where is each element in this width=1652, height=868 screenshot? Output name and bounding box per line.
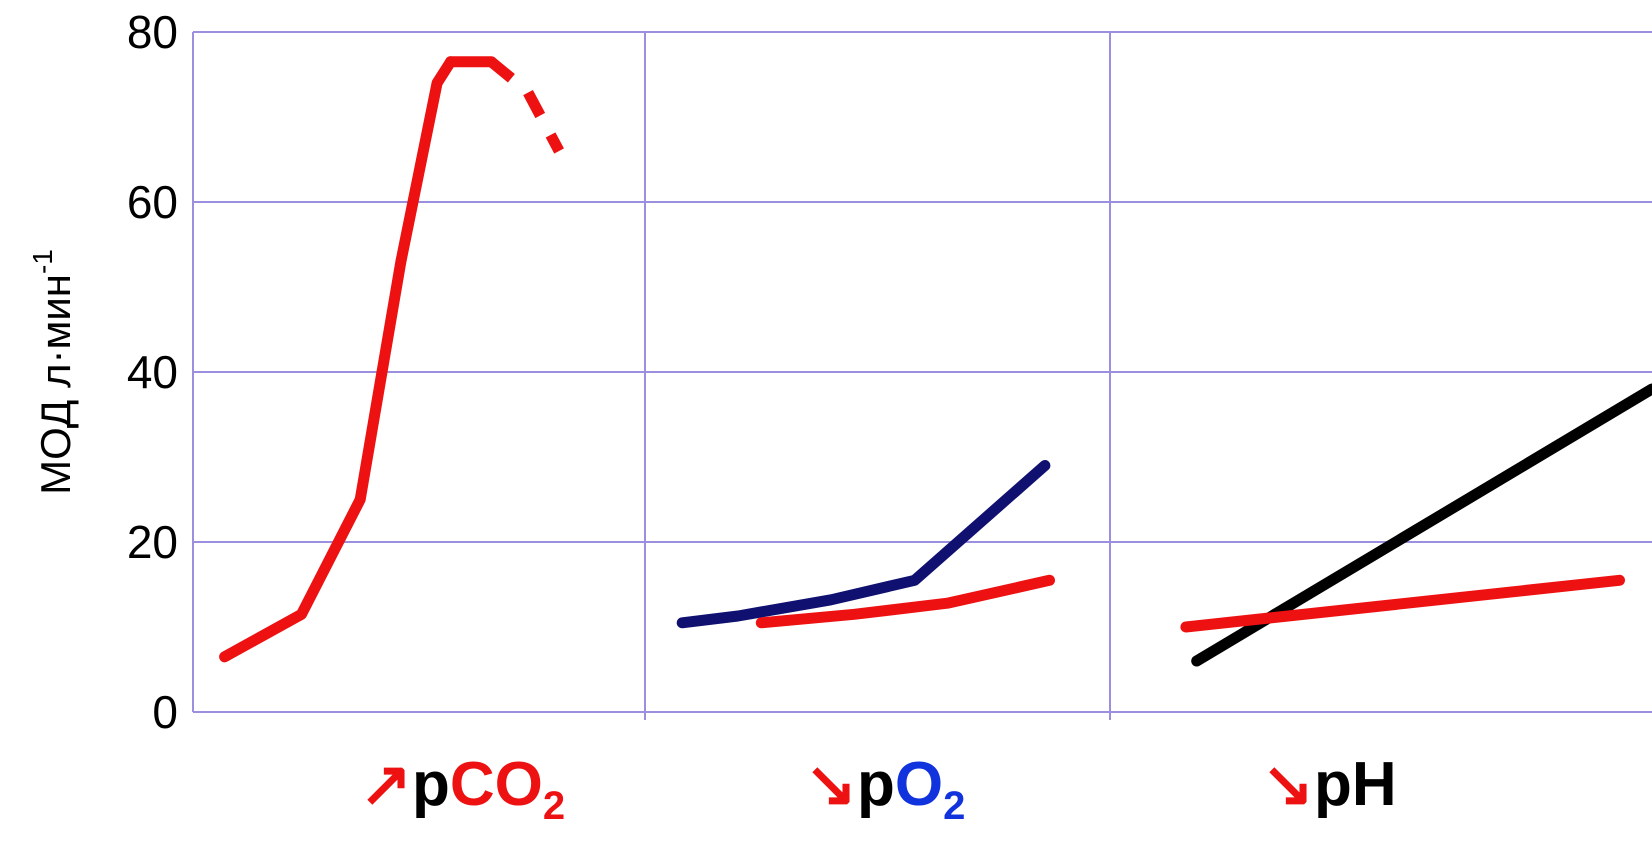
panel-label-2-part-2: p bbox=[857, 750, 895, 819]
series bbox=[219, 56, 1652, 667]
series-line-panel-3-2 bbox=[1180, 574, 1625, 633]
series-line-panel-2-1 bbox=[676, 460, 1051, 629]
y-axis-label: МОД л·мин-1 bbox=[27, 249, 79, 495]
panel-label-3-part-1: ↘ bbox=[1262, 750, 1314, 819]
panel-label-2-part-1: ↘ bbox=[805, 750, 857, 819]
grid bbox=[192, 31, 1652, 720]
panel-label-2-part-4: 2 bbox=[943, 784, 965, 828]
y-axis-label-main: МОД л·мин bbox=[32, 274, 79, 495]
panel-label-1-part-2: p bbox=[412, 750, 450, 819]
y-tick-label-2: 40 bbox=[127, 346, 178, 398]
y-tick-label-0: 0 bbox=[152, 686, 178, 738]
y-tick-label-1: 20 bbox=[127, 516, 178, 568]
y-tick-label-3: 60 bbox=[127, 176, 178, 228]
y-tick-label-4: 80 bbox=[127, 6, 178, 58]
panel-label-2: ↘pO2 bbox=[805, 750, 965, 828]
panel-labels: ↗pCO2 ↘pO2 ↘pH bbox=[360, 750, 1397, 828]
panel-label-1-part-3: CO bbox=[450, 750, 543, 819]
panel-label-1-part-4: 2 bbox=[543, 784, 565, 828]
series-line-panel-2-2 bbox=[755, 574, 1055, 629]
panel-label-3-part-3: H bbox=[1352, 750, 1397, 819]
panel-label-3-part-2: p bbox=[1314, 750, 1352, 819]
panel-label-3: ↘pH bbox=[1262, 750, 1397, 819]
panel-label-1: ↗pCO2 bbox=[360, 750, 565, 828]
series-line-panel-1-1 bbox=[219, 56, 457, 663]
y-axis-ticks: 0 20 40 60 80 bbox=[127, 6, 178, 738]
y-axis-label-exponent: -1 bbox=[27, 249, 58, 274]
panel-label-2-part-3: O bbox=[895, 750, 943, 819]
series-line-panel-1-3 bbox=[487, 57, 564, 154]
panel-label-1-part-1: ↗ bbox=[360, 750, 412, 819]
